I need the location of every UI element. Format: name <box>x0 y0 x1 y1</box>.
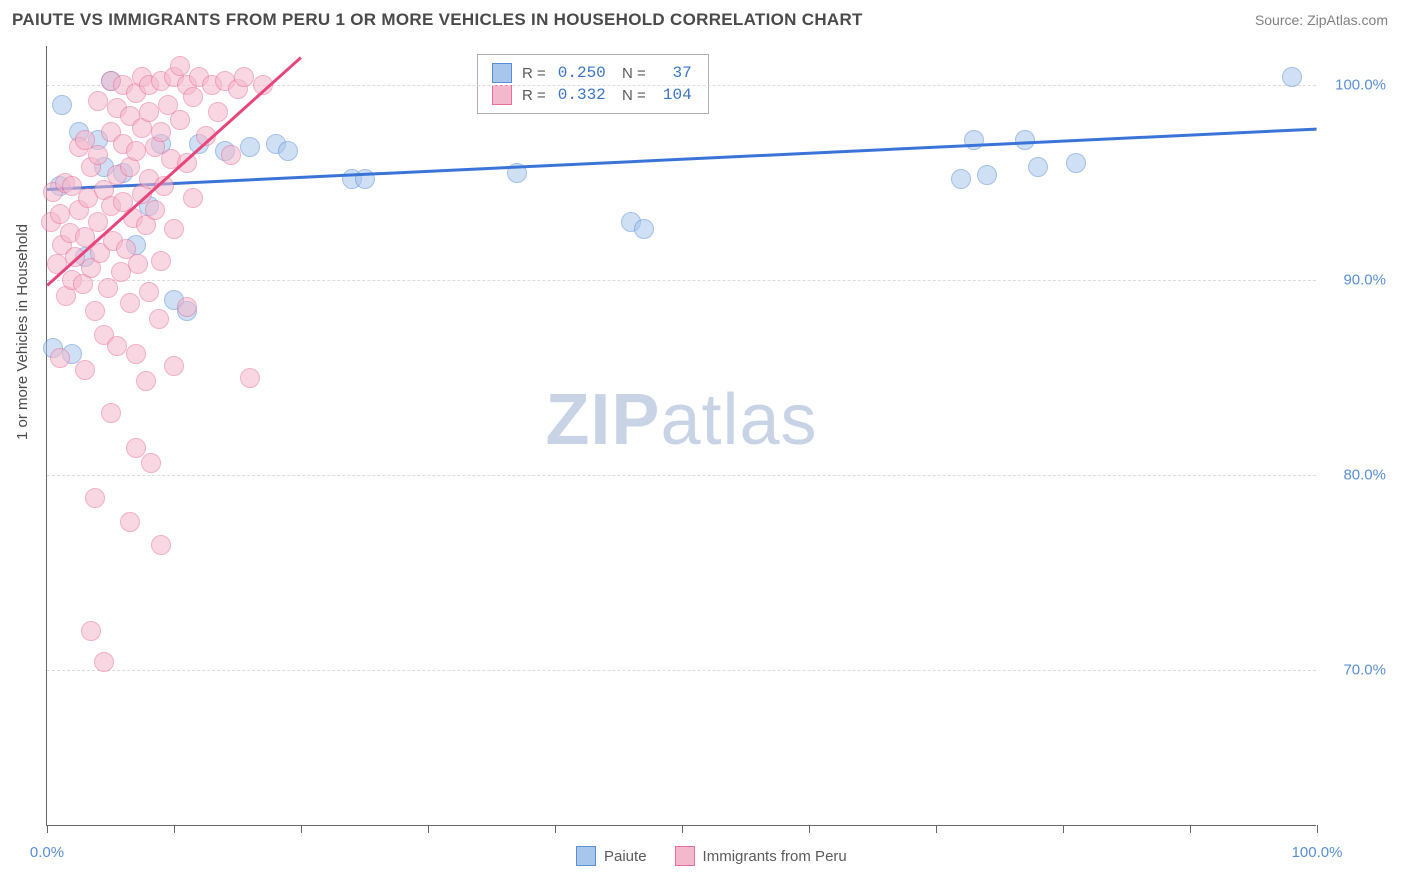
legend-label: Immigrants from Peru <box>703 848 847 865</box>
gridline-h <box>47 280 1316 281</box>
scatter-point <box>128 254 148 274</box>
scatter-point <box>139 282 159 302</box>
scatter-point <box>88 91 108 111</box>
legend-swatch <box>492 63 512 83</box>
scatter-point <box>88 145 108 165</box>
legend-swatch <box>675 846 695 866</box>
legend-swatch <box>576 846 596 866</box>
scatter-point <box>1066 153 1086 173</box>
gridline-h <box>47 670 1316 671</box>
legend-r-label: R = <box>522 65 546 82</box>
scatter-point <box>170 56 190 76</box>
xtick <box>301 825 302 833</box>
scatter-point <box>101 403 121 423</box>
xtick <box>1317 825 1318 833</box>
xtick <box>174 825 175 833</box>
scatter-point <box>120 293 140 313</box>
scatter-point <box>951 169 971 189</box>
scatter-point <box>85 301 105 321</box>
legend-stats-row: R = 0.250 N = 37 <box>492 63 694 83</box>
ytick-label: 100.0% <box>1326 77 1386 94</box>
scatter-point <box>141 453 161 473</box>
scatter-point <box>139 102 159 122</box>
scatter-point <box>120 512 140 532</box>
ytick-label: 90.0% <box>1326 272 1386 289</box>
scatter-point <box>170 110 190 130</box>
legend-r-value: 0.332 <box>556 86 608 104</box>
scatter-point <box>221 145 241 165</box>
scatter-point <box>81 621 101 641</box>
watermark: ZIPatlas <box>545 379 817 461</box>
scatter-point <box>1028 157 1048 177</box>
plot-area: ZIPatlas R =0.250 N =37R =0.332 N =104 7… <box>46 46 1316 826</box>
xtick <box>47 825 48 833</box>
xtick <box>555 825 556 833</box>
legend-stats: R = 0.250 N = 37 R = 0.332 N = 104 <box>477 54 709 114</box>
chart-title: PAIUTE VS IMMIGRANTS FROM PERU 1 OR MORE… <box>12 10 863 30</box>
scatter-point <box>136 371 156 391</box>
scatter-point <box>278 141 298 161</box>
legend-item: Paiute <box>576 846 647 866</box>
source-label: Source: ZipAtlas.com <box>1255 12 1388 28</box>
scatter-point <box>183 87 203 107</box>
scatter-point <box>52 95 72 115</box>
scatter-point <box>151 535 171 555</box>
scatter-point <box>50 204 70 224</box>
scatter-point <box>977 165 997 185</box>
legend-swatch <box>492 85 512 105</box>
legend-n-value: 104 <box>656 86 694 104</box>
legend-n-value: 37 <box>656 64 694 82</box>
scatter-point <box>126 344 146 364</box>
xtick <box>682 825 683 833</box>
scatter-point <box>85 488 105 508</box>
scatter-point <box>126 438 146 458</box>
scatter-point <box>107 336 127 356</box>
xtick <box>936 825 937 833</box>
scatter-point <box>240 368 260 388</box>
xtick <box>428 825 429 833</box>
xtick-label: 0.0% <box>30 844 64 861</box>
legend-n-label: N = <box>618 87 646 104</box>
scatter-point <box>240 137 260 157</box>
scatter-point <box>234 67 254 87</box>
watermark-suffix: atlas <box>660 380 817 460</box>
watermark-prefix: ZIP <box>545 380 660 460</box>
legend-stats-row: R = 0.332 N = 104 <box>492 85 694 105</box>
legend-r-label: R = <box>522 87 546 104</box>
scatter-point <box>1015 130 1035 150</box>
ytick-label: 70.0% <box>1326 662 1386 679</box>
scatter-point <box>126 141 146 161</box>
legend-item: Immigrants from Peru <box>675 846 847 866</box>
scatter-point <box>94 652 114 672</box>
scatter-point <box>149 309 169 329</box>
scatter-point <box>183 188 203 208</box>
legend-series: Paiute Immigrants from Peru <box>576 846 847 866</box>
plot-container: ZIPatlas R = 0.250 N = 37 R = 0.332 N = 104 7… <box>46 46 1390 826</box>
scatter-point <box>164 356 184 376</box>
y-axis-label: 1 or more Vehicles in Household <box>14 224 31 440</box>
xtick <box>1063 825 1064 833</box>
scatter-point <box>145 200 165 220</box>
legend-label: Paiute <box>604 848 647 865</box>
xtick-label: 100.0% <box>1292 844 1343 861</box>
legend-r-value: 0.250 <box>556 64 608 82</box>
scatter-point <box>208 102 228 122</box>
xtick <box>1190 825 1191 833</box>
scatter-point <box>50 348 70 368</box>
ytick-label: 80.0% <box>1326 467 1386 484</box>
scatter-point <box>164 219 184 239</box>
scatter-point <box>151 122 171 142</box>
legend-n-label: N = <box>618 65 646 82</box>
scatter-point <box>1282 67 1302 87</box>
gridline-h <box>47 475 1316 476</box>
scatter-point <box>177 297 197 317</box>
scatter-point <box>634 219 654 239</box>
scatter-point <box>75 360 95 380</box>
scatter-point <box>151 251 171 271</box>
xtick <box>809 825 810 833</box>
title-bar: PAIUTE VS IMMIGRANTS FROM PERU 1 OR MORE… <box>0 0 1406 34</box>
